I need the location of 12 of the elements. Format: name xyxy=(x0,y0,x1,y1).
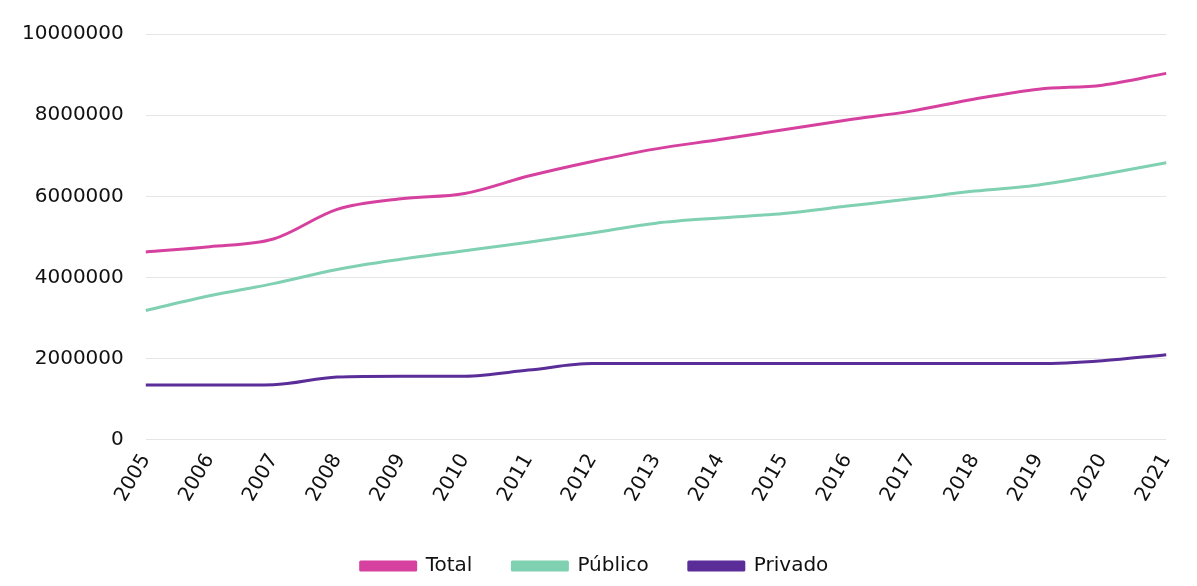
y-tick-label: 10000000 xyxy=(22,20,124,45)
y-tick-label: 6000000 xyxy=(34,182,124,207)
line-series xyxy=(144,353,1168,387)
line-series xyxy=(144,161,1168,312)
line-series xyxy=(144,71,1168,254)
y-tick-label: 2000000 xyxy=(34,344,124,369)
y-tick-label: 0 xyxy=(111,426,124,451)
y-tick-label: 8000000 xyxy=(34,101,124,126)
y-tick-label: 4000000 xyxy=(34,263,124,288)
legend-label: Total xyxy=(424,552,473,577)
legend-label: Privado xyxy=(753,552,829,577)
legend-label: Público xyxy=(577,552,649,577)
